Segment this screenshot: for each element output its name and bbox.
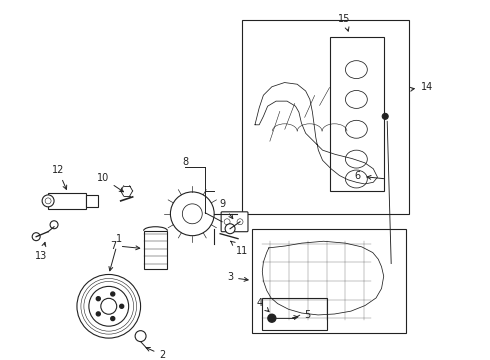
Text: 2: 2 [146,347,166,360]
Circle shape [101,298,117,314]
Text: 14: 14 [410,81,433,91]
Text: 11: 11 [231,241,248,256]
Ellipse shape [345,170,368,188]
FancyBboxPatch shape [221,212,248,232]
Text: 3: 3 [227,273,248,283]
Bar [330,37,384,191]
Circle shape [97,297,100,301]
Text: 10: 10 [97,173,123,192]
Circle shape [382,113,388,119]
Bar [262,298,326,330]
Circle shape [77,274,141,338]
Text: 5: 5 [293,310,311,320]
Ellipse shape [345,150,368,168]
Bar [252,229,406,333]
Circle shape [171,192,214,236]
Circle shape [237,219,243,225]
Circle shape [45,198,51,204]
Bar [86,195,98,207]
Text: 1: 1 [109,234,122,271]
Text: 15: 15 [338,14,351,31]
Circle shape [89,287,129,326]
Ellipse shape [345,61,368,78]
Bar [242,20,409,214]
Text: 7: 7 [111,240,140,251]
Text: 9: 9 [219,199,233,219]
Circle shape [120,304,123,308]
Ellipse shape [345,120,368,138]
Circle shape [268,314,276,322]
Circle shape [97,312,100,316]
Text: 13: 13 [35,242,47,261]
Text: 6: 6 [354,171,385,181]
Text: 4: 4 [257,298,269,312]
Circle shape [32,233,40,240]
Bar [144,231,168,269]
Bar [48,193,86,209]
Circle shape [50,221,58,229]
Circle shape [225,224,235,234]
Circle shape [182,204,202,224]
Text: 8: 8 [182,157,188,167]
Circle shape [135,330,146,342]
Circle shape [111,316,115,320]
Ellipse shape [345,90,368,108]
Circle shape [224,219,230,225]
Circle shape [42,195,54,207]
Circle shape [111,292,115,296]
Text: 12: 12 [52,165,67,189]
